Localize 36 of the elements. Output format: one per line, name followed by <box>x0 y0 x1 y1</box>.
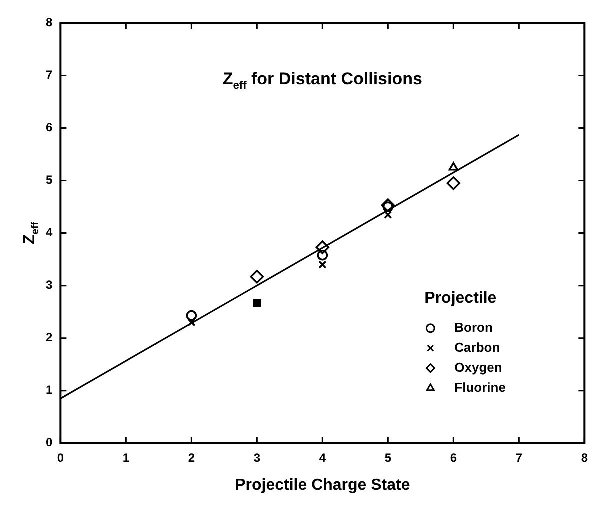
point <box>448 162 458 171</box>
x-tick-label: 2 <box>188 450 196 465</box>
x-tick-label: 1 <box>122 450 130 465</box>
x-axis-title: Projectile Charge State <box>235 476 410 494</box>
legend-label: Carbon <box>454 340 500 355</box>
legend-title: Projectile <box>424 290 497 307</box>
x-tick-label: 3 <box>254 450 261 465</box>
x-tick-label: 4 <box>319 450 326 465</box>
y-tick-label: 5 <box>46 173 53 188</box>
point <box>316 240 330 254</box>
y-tick-label: 0 <box>46 436 53 450</box>
point <box>317 250 328 261</box>
x-tick-label: 5 <box>384 450 392 465</box>
y-tick-label: 6 <box>46 120 53 135</box>
x-tick-label: 8 <box>581 450 588 465</box>
y-tick-label: 3 <box>46 278 53 292</box>
legend-label: Boron <box>454 320 493 335</box>
point <box>186 310 198 322</box>
legend-label: Fluorine <box>454 380 506 395</box>
x-tick-label: 7 <box>516 450 523 465</box>
x-tick-label: 0 <box>57 450 64 465</box>
y-tick-label: 2 <box>46 330 53 345</box>
y-tick-label: 4 <box>46 226 53 240</box>
y-axis-title: Zeff <box>21 222 42 245</box>
point <box>188 318 196 327</box>
y-tick-label: 1 <box>46 383 53 398</box>
x-tick-label: 6 <box>450 450 458 465</box>
point <box>384 210 392 219</box>
y-tick-label: 7 <box>46 68 53 82</box>
point <box>446 176 461 190</box>
point <box>250 270 264 284</box>
point <box>318 260 327 269</box>
point <box>381 198 396 212</box>
point <box>253 299 262 308</box>
legend-label: Oxygen <box>454 360 502 375</box>
y-tick-label: 8 <box>46 16 53 30</box>
